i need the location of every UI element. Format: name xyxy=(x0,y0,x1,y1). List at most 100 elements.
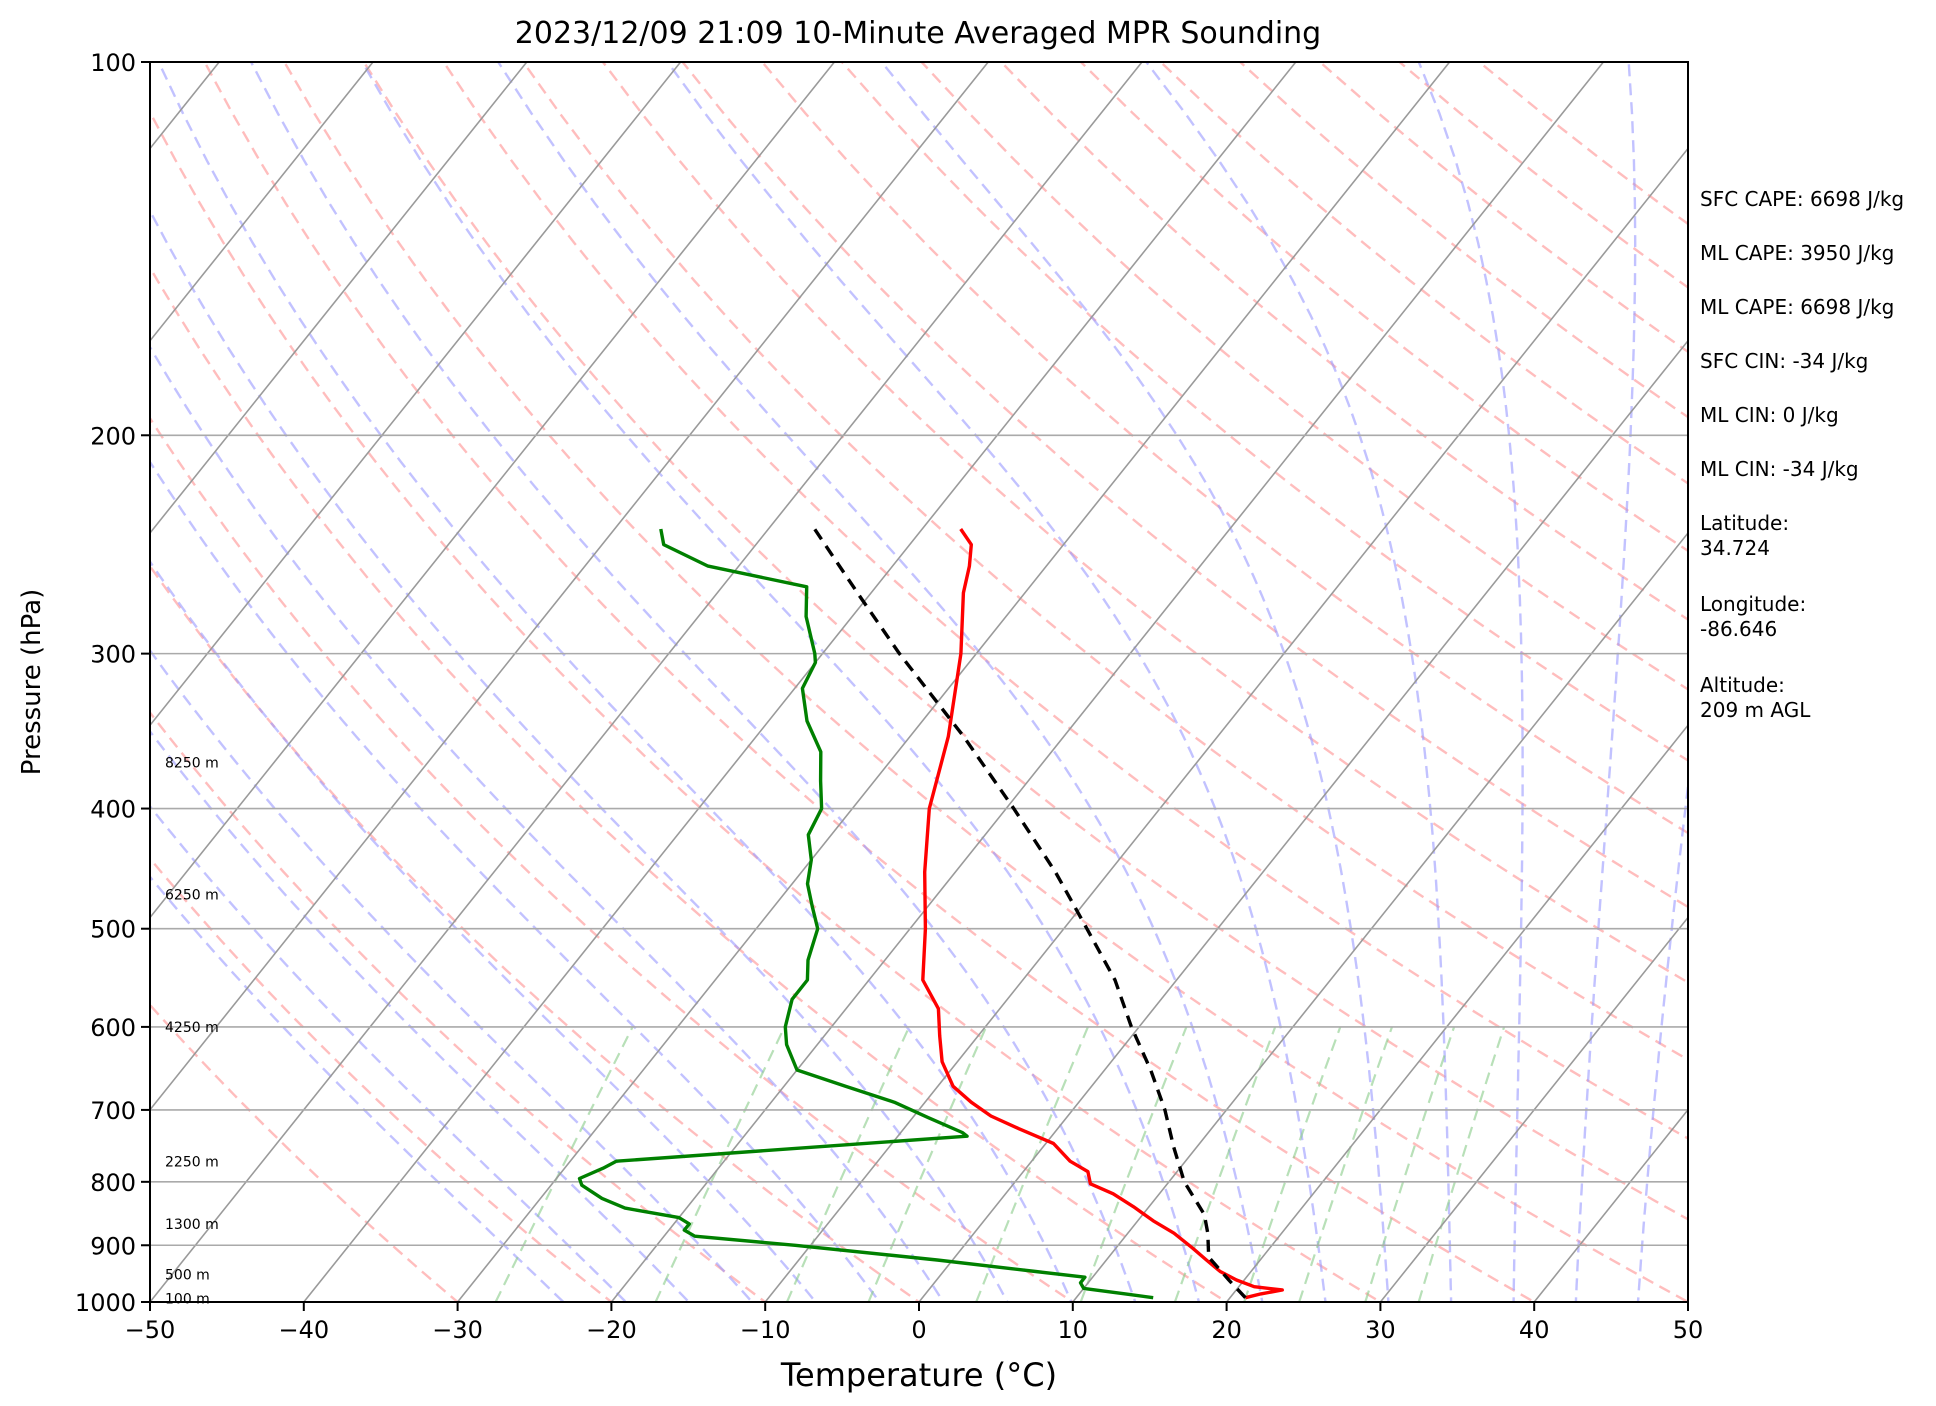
dry-adiabat xyxy=(150,564,922,1302)
y-tick-label: 400 xyxy=(90,796,136,824)
dry-adiabat xyxy=(150,265,1229,1302)
mixing-ratio-line xyxy=(1173,1026,1277,1302)
y-axis-label: Pressure (hPa) xyxy=(17,589,47,776)
longitude-info: Longitude: -86.646 xyxy=(1700,592,1930,673)
moist-adiabat xyxy=(1574,62,1637,1302)
isotherm xyxy=(918,339,1688,1302)
mixing-ratio-line xyxy=(654,1026,786,1302)
height-label: 8250 m xyxy=(165,756,219,772)
isotherm xyxy=(1225,723,1688,1302)
moist-adiabat xyxy=(1145,62,1453,1302)
dry-adiabat xyxy=(203,62,1537,1302)
altitude-info: Altitude: 209 m AGL xyxy=(1700,673,1930,754)
moist-adiabat xyxy=(150,459,881,1302)
x-tick-label: −30 xyxy=(432,1316,483,1344)
moist-adiabat xyxy=(880,62,1390,1302)
moist-adiabat xyxy=(497,62,1264,1302)
stat-ml-cin: ML CIN: 0 J/kg xyxy=(1700,403,1839,427)
stat-sfc-cape: SFC CAPE: 6698 J/kg xyxy=(1700,187,1905,211)
y-tick-label: 100 xyxy=(90,49,136,77)
x-tick-label: 50 xyxy=(1673,1316,1704,1344)
isotherm xyxy=(150,62,374,343)
isotherm xyxy=(150,62,528,535)
mixing-ratio-line xyxy=(1079,1026,1188,1302)
mixing-ratio-line xyxy=(1364,1026,1456,1302)
isotherm xyxy=(1072,531,1688,1302)
moist-adiabat xyxy=(1636,776,1688,1302)
dry-adiabat xyxy=(150,109,1383,1302)
dry-adiabat xyxy=(362,62,1688,1221)
latitude-value: 34.724 xyxy=(1700,536,1770,560)
y-tick-label: 1000 xyxy=(75,1289,136,1317)
height-label: 500 m xyxy=(165,1268,210,1284)
background-lines xyxy=(150,62,1688,1302)
dry-adiabat xyxy=(150,416,1075,1302)
dry-adiabat xyxy=(150,1003,460,1302)
isotherm xyxy=(150,62,682,727)
latitude-label: Latitude: xyxy=(1700,511,1790,535)
x-tick-label: 20 xyxy=(1211,1316,1242,1344)
height-labels: 100 m 500 m 1300 m 2250 m 4250 m 6250 m 8250 m xyxy=(165,756,219,1308)
mixing-ratio-line xyxy=(1298,1026,1394,1302)
y-axis: 1000 900 800 700 600 500 400 300 200 100 xyxy=(75,49,150,1317)
x-tick-label: −10 xyxy=(740,1316,791,1344)
height-label: 1300 m xyxy=(165,1217,219,1233)
dry-adiabat xyxy=(283,62,1688,1302)
height-label: 2250 m xyxy=(165,1155,219,1171)
dry-adiabat xyxy=(920,62,1688,691)
y-tick-label: 900 xyxy=(90,1232,136,1260)
x-tick-label: −40 xyxy=(278,1316,329,1344)
isotherm xyxy=(610,62,1605,1302)
isotherm xyxy=(1379,916,1688,1302)
sounding-stats-panel: SFC CAPE: 6698 J/kg ML CAPE: 3950 J/kg M… xyxy=(1700,187,1930,754)
isotherm xyxy=(150,62,989,1112)
moist-adiabat xyxy=(150,729,691,1302)
x-tick-label: −50 xyxy=(125,1316,176,1344)
mixing-ratio-line xyxy=(867,1026,988,1302)
stat-sfc-cin: SFC CIN: -34 J/kg xyxy=(1700,349,1869,373)
moist-adiabat xyxy=(150,875,566,1302)
y-tick-label: 700 xyxy=(90,1097,136,1125)
x-axis-label: Temperature (°C) xyxy=(780,1356,1057,1394)
dry-adiabat xyxy=(681,62,1688,909)
moist-adiabat xyxy=(150,804,628,1302)
chart-title: 2023/12/09 21:09 10-Minute Averaged MPR … xyxy=(515,16,1321,51)
x-tick-label: 30 xyxy=(1365,1316,1396,1344)
stat-ml-cape: ML CAPE: 3950 J/kg xyxy=(1700,241,1895,265)
moist-adiabat xyxy=(250,62,1137,1302)
longitude-value: -86.646 xyxy=(1700,617,1778,641)
latitude-info: Latitude: 34.724 xyxy=(1700,511,1930,592)
height-label: 100 m xyxy=(165,1291,210,1307)
dry-adiabat xyxy=(761,62,1688,835)
moist-adiabat xyxy=(150,648,754,1302)
y-tick-label: 600 xyxy=(90,1014,136,1042)
x-tick-label: 0 xyxy=(911,1316,926,1344)
isotherm xyxy=(764,147,1688,1302)
y-tick-label: 500 xyxy=(90,916,136,944)
moist-adiabat xyxy=(157,62,1073,1302)
x-tick-label: −20 xyxy=(586,1316,637,1344)
moist-adiabat xyxy=(666,62,1327,1302)
mixing-ratio-line xyxy=(785,1026,911,1302)
x-axis: −50 −40 −30 −20 −10 0 10 20 30 40 50 xyxy=(125,1302,1704,1344)
mixing-ratio-line xyxy=(975,1026,1089,1302)
dry-adiabat xyxy=(150,710,768,1302)
isotherm xyxy=(303,62,1297,1302)
moist-adiabat xyxy=(1417,62,1524,1302)
height-label: 4250 m xyxy=(165,1020,219,1036)
longitude-label: Longitude: xyxy=(1700,592,1807,616)
x-tick-label: 40 xyxy=(1519,1316,1550,1344)
height-label: 6250 m xyxy=(165,887,219,903)
isotherm xyxy=(456,62,1451,1302)
stat-ml-cape-2: ML CAPE: 6698 J/kg xyxy=(1700,295,1895,319)
series-dewpoint xyxy=(577,528,1154,1300)
series-temperature xyxy=(921,528,1284,1300)
isotherm xyxy=(150,62,1143,1302)
y-tick-label: 200 xyxy=(90,422,136,450)
moist-adiabat xyxy=(150,344,945,1302)
series-layer xyxy=(577,528,1284,1300)
altitude-value: 209 m AGL xyxy=(1700,698,1811,722)
y-tick-label: 800 xyxy=(90,1169,136,1197)
altitude-label: Altitude: xyxy=(1700,673,1785,697)
